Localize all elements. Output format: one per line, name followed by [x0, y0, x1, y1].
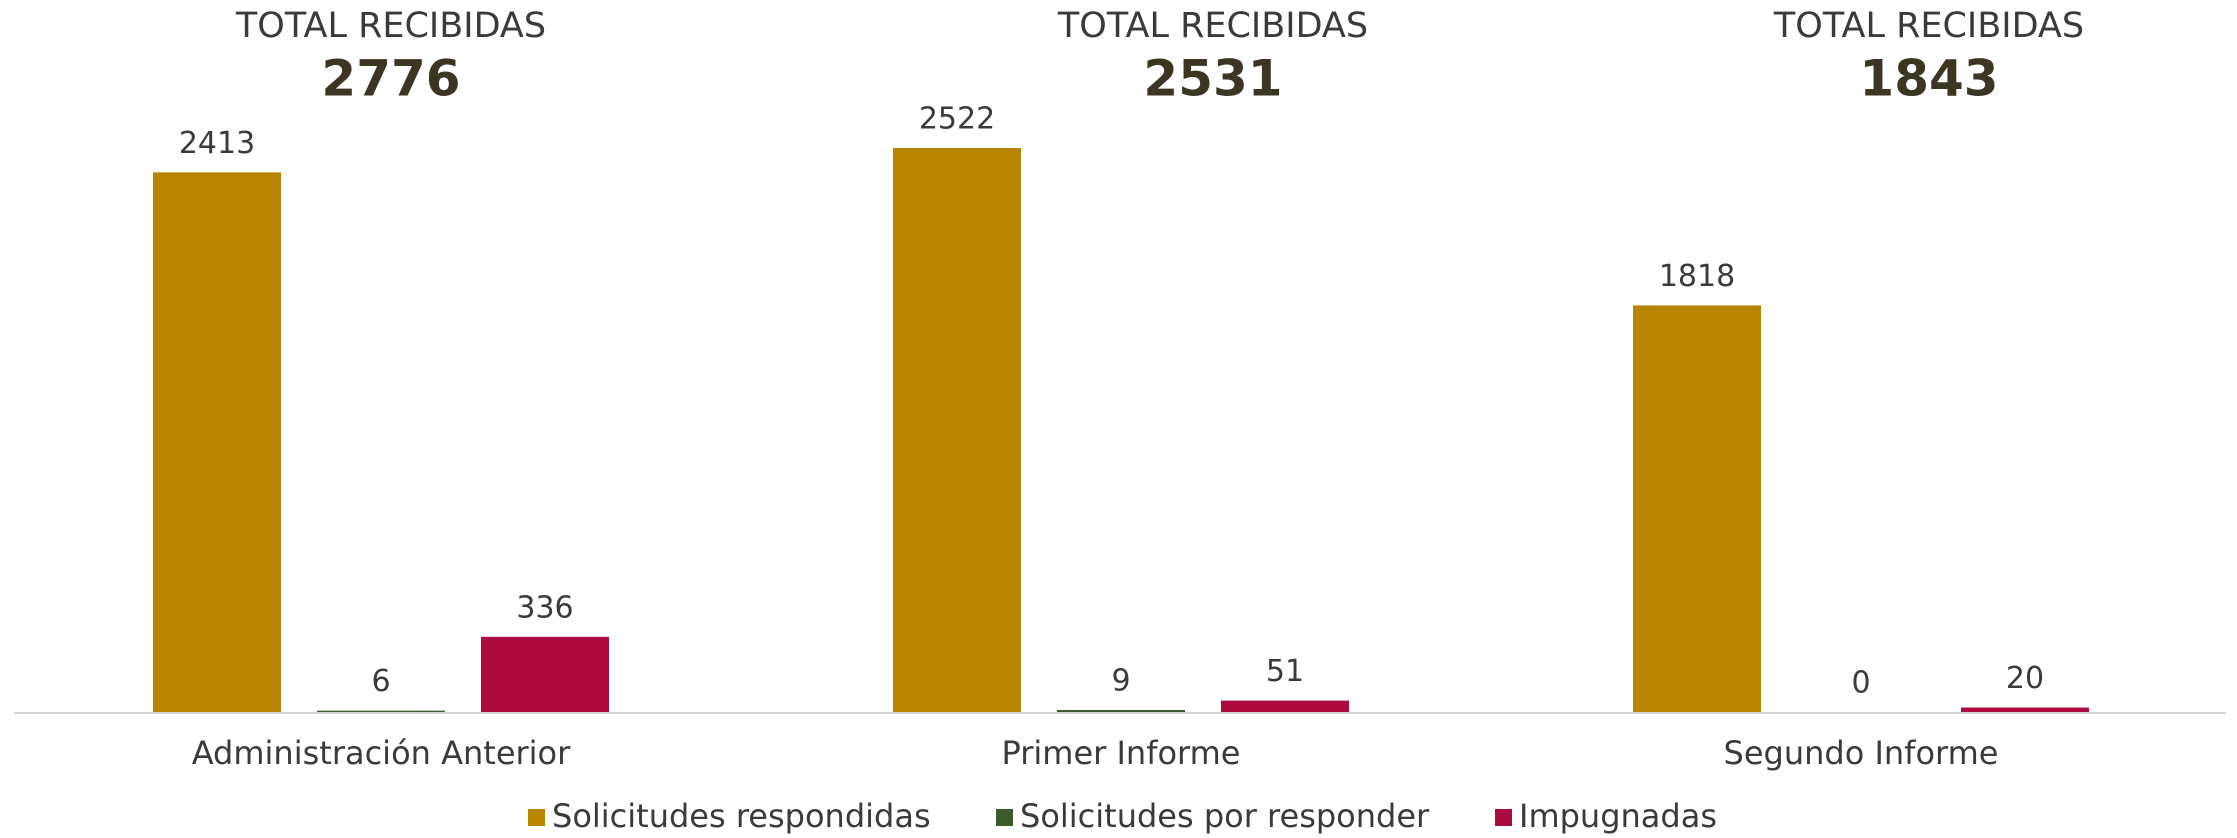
category-label: Primer Informe — [1002, 734, 1241, 772]
value-label: 1818 — [1659, 259, 1735, 294]
legend-label: Solicitudes por responder — [1020, 797, 1430, 835]
bar — [1057, 709, 1185, 712]
total-value: 2531 — [1143, 50, 1282, 108]
value-label: 2522 — [919, 102, 995, 137]
value-label: 2413 — [179, 126, 255, 161]
category-label: Segundo Informe — [1724, 734, 1999, 772]
bar — [1221, 700, 1349, 712]
total-value: 1843 — [1859, 50, 1998, 108]
total-label: TOTAL RECIBIDAS — [1057, 6, 1368, 46]
bar — [153, 172, 281, 713]
total-value: 2776 — [321, 50, 460, 108]
legend-swatch — [996, 809, 1013, 826]
bar — [317, 710, 445, 712]
total-label: TOTAL RECIBIDAS — [235, 6, 546, 46]
value-label: 6 — [371, 664, 390, 699]
bar — [481, 636, 609, 712]
bar — [1961, 707, 2089, 712]
value-label: 0 — [1851, 666, 1870, 701]
value-label: 51 — [1266, 654, 1304, 689]
legend-label: Solicitudes respondidas — [552, 797, 931, 835]
bar — [893, 148, 1021, 712]
legend-label: Impugnadas — [1519, 797, 1717, 835]
legend-swatch — [1495, 809, 1512, 826]
total-label: TOTAL RECIBIDAS — [1773, 6, 2084, 46]
bar — [1633, 305, 1761, 712]
value-label: 9 — [1111, 663, 1130, 698]
value-label: 20 — [2006, 661, 2044, 696]
legend-swatch — [528, 809, 545, 826]
category-label: Administración Anterior — [192, 734, 571, 772]
value-label: 336 — [516, 590, 573, 625]
